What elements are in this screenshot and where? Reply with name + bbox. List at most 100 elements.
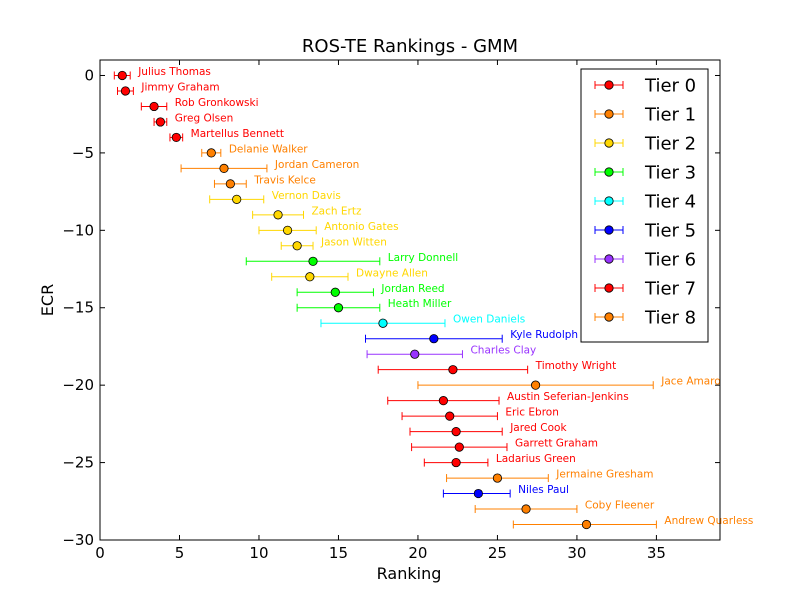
data-point: Travis Kelce (213, 174, 316, 189)
point-label: Kyle Rudolph (510, 329, 578, 341)
point-marker (232, 194, 242, 204)
point-label: Garrett Graham (515, 438, 598, 450)
legend-label: Tier 5 (644, 221, 696, 242)
point-marker (225, 179, 235, 189)
data-point: Rob Gronkowski (140, 97, 259, 112)
x-tick-label: 20 (408, 544, 427, 562)
data-point: Ladarius Green (423, 453, 576, 468)
y-tick-label: −10 (62, 221, 94, 239)
plot-frame (99, 59, 721, 541)
point-label: Jordan Reed (380, 283, 444, 295)
legend-entry: Tier 7 (594, 279, 696, 300)
x-tick-label: 10 (249, 544, 268, 562)
point-label: Jordan Cameron (274, 159, 359, 171)
legend-entry: Tier 0 (594, 76, 696, 97)
point-marker (378, 318, 388, 328)
x-tick-label: 25 (488, 544, 507, 562)
point-label: Delanie Walker (229, 143, 308, 155)
data-point: Owen Daniels (320, 314, 525, 328)
legend-label: Tier 2 (644, 134, 696, 155)
data-point: Jimmy Graham (116, 81, 220, 96)
y-tick-label: −15 (62, 299, 94, 317)
point-marker (448, 365, 458, 375)
legend-entry: Tier 4 (594, 192, 696, 213)
point-label: Heath Miller (388, 298, 452, 310)
chart-title: ROS-TE Rankings - GMM (302, 36, 518, 57)
point-marker (451, 457, 461, 468)
x-axis-label: Ranking (377, 564, 442, 583)
data-point: Austin Seferian-Jenkins (387, 391, 629, 406)
point-label: Travis Kelce (253, 174, 316, 186)
point-marker (530, 380, 541, 390)
point-label: Ladarius Green (496, 453, 576, 465)
legend: Tier 0 Tier 1 Tier 2 Tier 3 Tier 4 Tier 5 Tier… (580, 68, 709, 343)
data-point: Charles Clay (366, 345, 536, 359)
point-marker (292, 241, 302, 251)
legend-marker (604, 196, 614, 206)
point-marker (273, 210, 283, 220)
point-label: Jermaine Gresham (555, 469, 653, 481)
data-point: Zach Ertz (252, 205, 362, 220)
data-point: Jermaine Gresham (446, 469, 654, 483)
point-marker (521, 504, 531, 514)
point-marker (333, 303, 344, 313)
data-marks: Julius Thomas Jimmy Graham Rob Gronkowski G… (113, 66, 753, 530)
point-marker (454, 442, 464, 452)
point-label: Owen Daniels (453, 314, 525, 326)
point-label: Larry Donnell (388, 252, 458, 264)
point-marker (219, 163, 229, 173)
data-point: Andrew Quarless (512, 515, 753, 530)
legend-entry: Tier 5 (594, 221, 696, 242)
data-point: Kyle Rudolph (364, 329, 578, 344)
y-tick-label: −30 (62, 531, 94, 549)
point-label: Antonio Gates (324, 221, 398, 233)
point-marker (492, 473, 503, 483)
point-label: Greg Olsen (175, 112, 233, 124)
legend-entry: Tier 8 (594, 308, 696, 329)
point-marker (581, 519, 592, 530)
data-point: Jared Cook (409, 422, 567, 437)
legend-marker (604, 225, 614, 235)
axis-ticks: 0 5 10 15 20 25 30 35 0 −5 −10 −15 −20 −25 −30 (62, 60, 720, 562)
point-marker (429, 334, 439, 344)
point-marker (445, 411, 455, 421)
y-tick-label: −5 (72, 144, 94, 162)
legend-marker (604, 109, 614, 119)
x-tick-label: 30 (567, 544, 586, 562)
data-point: Dwayne Allen (271, 267, 428, 282)
data-point: Eric Ebron (401, 407, 559, 421)
x-tick-label: 35 (647, 544, 666, 562)
point-label: Jace Amaro (660, 376, 720, 388)
legend-label: Tier 7 (644, 279, 696, 300)
legend-entry: Tier 1 (594, 105, 696, 126)
data-point: Jason Witten (280, 236, 387, 251)
legend-label: Tier 0 (644, 76, 696, 97)
point-marker (282, 225, 293, 235)
legend-entry: Tier 6 (594, 250, 696, 271)
point-label: Rob Gronkowski (175, 97, 259, 109)
point-label: Austin Seferian-Jenkins (507, 391, 629, 403)
legend-marker (604, 138, 614, 148)
point-marker (451, 427, 461, 437)
y-tick-label: −20 (62, 376, 94, 394)
data-point: Greg Olsen (153, 112, 233, 127)
data-point: Heath Miller (296, 298, 452, 313)
point-marker (308, 256, 318, 266)
point-marker (438, 396, 448, 406)
legend-marker (604, 167, 614, 177)
point-marker (155, 117, 166, 127)
data-point: Vernon Davis (209, 190, 341, 204)
data-point: Garrett Graham (411, 438, 598, 452)
point-label: Timothy Wright (535, 360, 617, 372)
point-marker (120, 86, 131, 96)
point-marker (473, 488, 483, 499)
data-point: Jace Amaro (417, 376, 721, 390)
point-label: Vernon Davis (272, 190, 341, 202)
point-label: Jimmy Graham (140, 81, 219, 93)
legend-label: Tier 4 (644, 192, 696, 213)
point-label: Martellus Bennett (191, 128, 284, 140)
data-point: Larry Donnell (245, 252, 458, 266)
data-point: Niles Paul (442, 484, 569, 499)
data-point: Coby Fleener (474, 500, 655, 514)
